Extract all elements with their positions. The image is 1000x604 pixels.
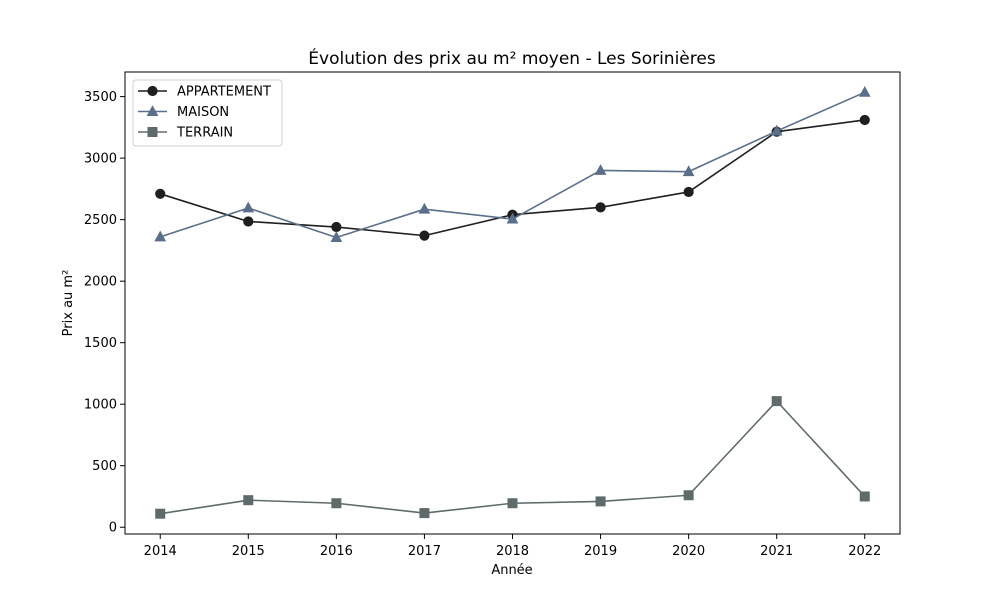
data-point-maison-2018 [506, 212, 519, 224]
legend-label: APPARTEMENT [177, 85, 271, 100]
y-tick-label: 2000 [84, 275, 117, 290]
legend-item-appartement: APPARTEMENT [138, 85, 271, 100]
data-point-terrain-2020 [683, 490, 694, 501]
data-point-maison-2019 [594, 164, 607, 175]
data-point-terrain-2016 [331, 498, 342, 509]
data-point-appartement-2022 [859, 114, 870, 126]
legend: APPARTEMENT MAISON TERRAIN [132, 79, 283, 147]
x-tick-label: 2019 [584, 544, 617, 559]
data-point-terrain-2017 [419, 508, 430, 519]
data-point-appartement-2017 [419, 230, 430, 241]
y-tick-label: 500 [92, 459, 117, 474]
data-point-maison-2016 [330, 231, 343, 242]
data-point-appartement-2016 [331, 221, 342, 233]
y-tick-label: 3000 [84, 152, 117, 167]
series-layer [154, 85, 871, 519]
y-tick-label: 1000 [84, 398, 117, 413]
x-tick-label: 2015 [232, 544, 265, 559]
data-point-maison-2020 [682, 165, 695, 177]
x-tick-label: 2017 [408, 544, 441, 559]
x-tick-label: 2018 [496, 544, 529, 559]
x-tick-label: 2021 [760, 544, 793, 559]
legend-item-maison: MAISON [138, 105, 229, 120]
legend-label: MAISON [177, 105, 229, 120]
chart-title: Évolution des prix au m² moyen - Les Sor… [308, 47, 716, 69]
y-tick-label: 0 [109, 521, 117, 536]
y-tick-label: 2500 [84, 213, 117, 228]
y-axis-label: Prix au m² [61, 270, 76, 337]
data-point-appartement-2015 [243, 216, 254, 227]
legend-marker [147, 85, 158, 97]
x-tick-label: 2020 [672, 544, 705, 559]
legend-marker [147, 127, 158, 137]
legend-label: TERRAIN [176, 126, 233, 141]
data-point-terrain-2021 [771, 396, 782, 407]
x-tick-label: 2014 [144, 544, 177, 559]
series-line [159, 400, 866, 515]
data-point-terrain-2018 [507, 498, 518, 509]
axes-layer: 2014 2015 2016 2017 2018 2019 2020 2021 2022 0 500… [84, 90, 881, 559]
data-point-maison-2015 [242, 201, 255, 213]
data-point-maison-2021 [770, 124, 783, 136]
legend-item-terrain: TERRAIN [138, 126, 233, 141]
data-point-appartement-2020 [683, 186, 694, 198]
y-tick-label: 3500 [84, 90, 117, 105]
data-point-maison-2022 [858, 85, 871, 97]
y-tick-label: 1500 [84, 336, 117, 351]
data-point-appartement-2019 [595, 202, 606, 213]
x-axis-label: Année [491, 563, 532, 578]
data-point-terrain-2014 [155, 508, 166, 519]
data-point-appartement-2014 [155, 188, 166, 199]
x-tick-label: 2016 [320, 544, 353, 559]
x-tick-label: 2022 [848, 544, 881, 559]
series-terrain [155, 396, 870, 519]
series-maison [154, 85, 871, 242]
data-point-maison-2017 [418, 202, 431, 214]
legend-marker [146, 105, 159, 116]
data-point-terrain-2015 [243, 495, 254, 506]
legend-box [132, 79, 283, 147]
data-point-maison-2014 [154, 230, 167, 242]
data-point-terrain-2022 [859, 491, 870, 502]
data-point-terrain-2019 [595, 496, 606, 507]
